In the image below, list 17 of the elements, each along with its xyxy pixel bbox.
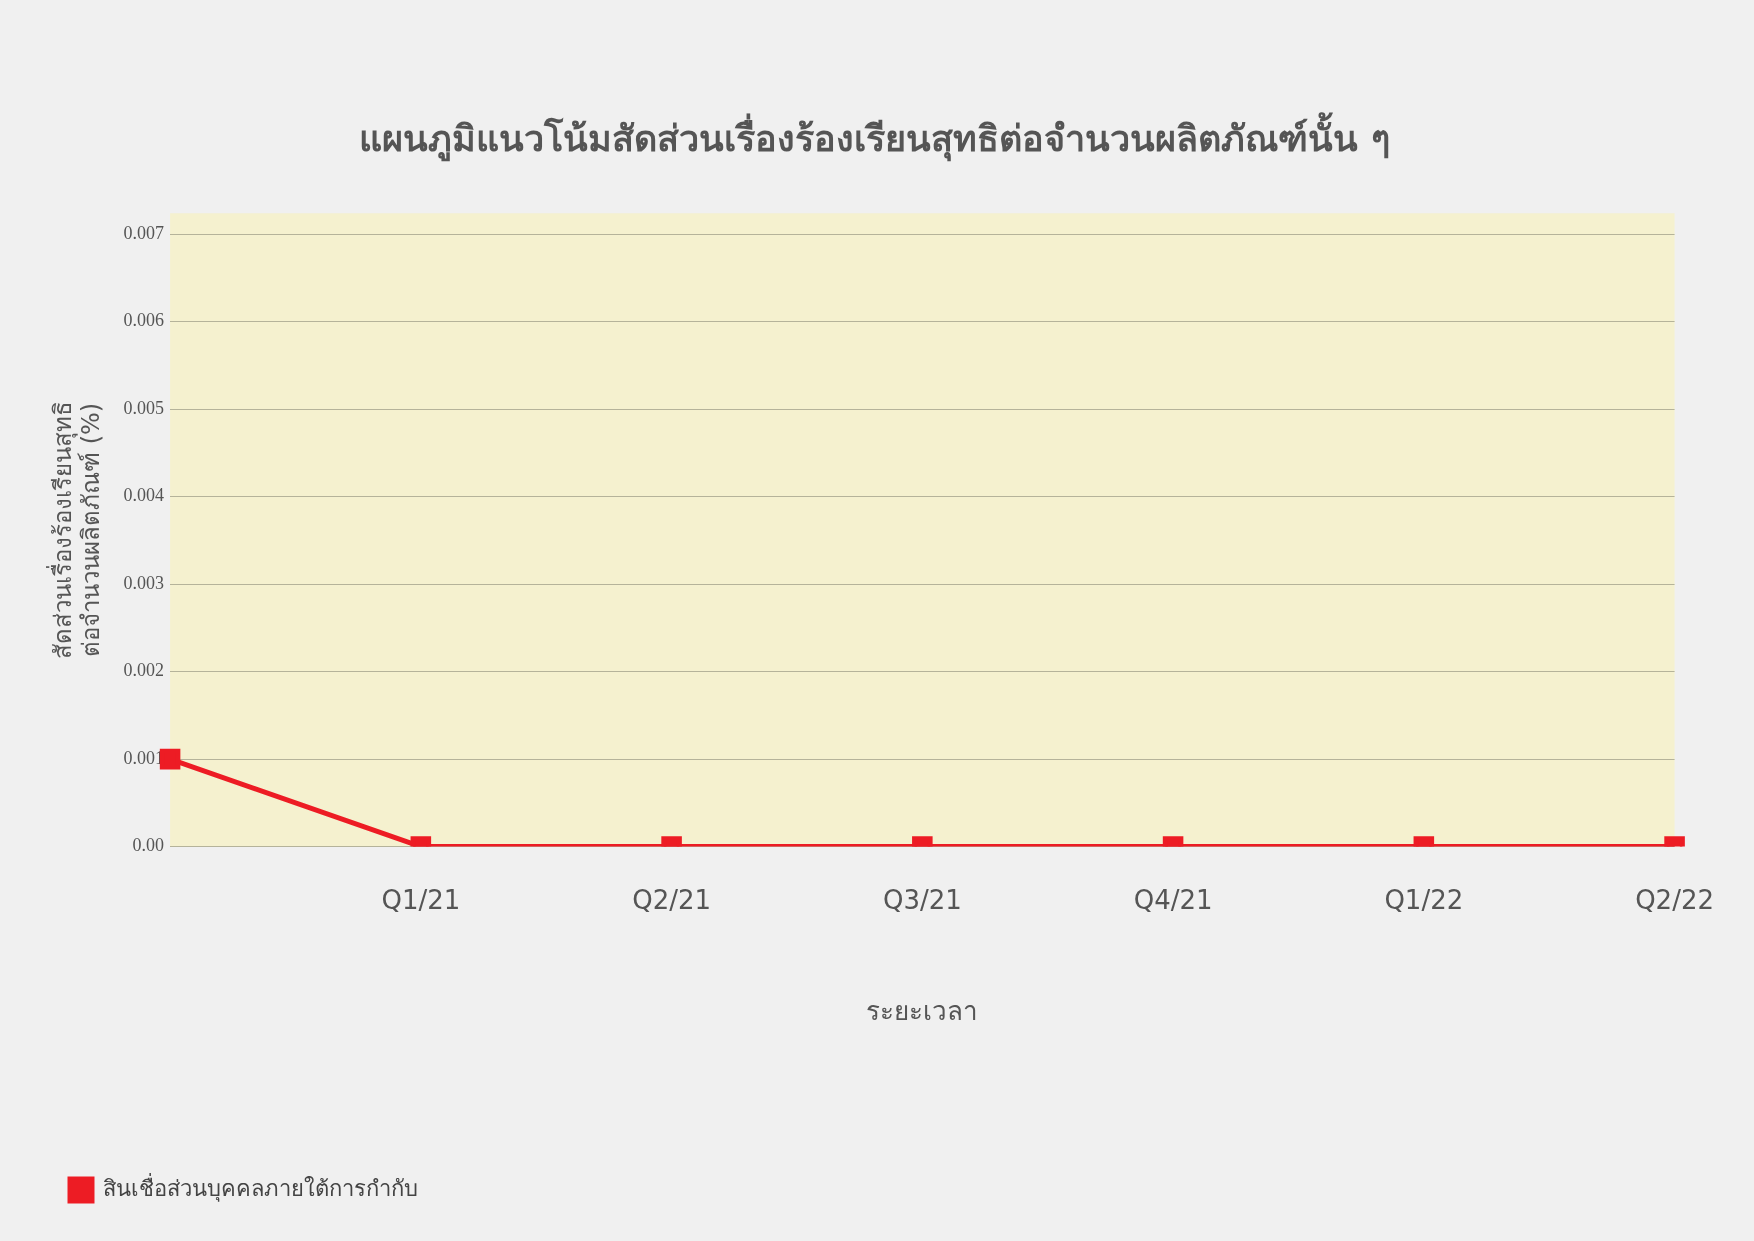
legend-label: สินเชื่อส่วนบุคคลภายใต้การกำกับ (103, 1172, 418, 1202)
x-tick-label: Q3/21 (882, 884, 962, 915)
chart-title: แผนภูมิแนวโน้มสัดส่วนเรื่องร้องเรียนสุทธิต่อจำนวนผลิตภัณฑ์นั้น ๆ (359, 111, 1390, 162)
y-tick-label: 0.005 (123, 397, 165, 418)
y-tick-label: 0.003 (123, 572, 165, 593)
x-tick-label: Q2/22 (1635, 884, 1714, 915)
y-tick-label: 0.006 (123, 310, 165, 331)
x-tick-label: Q1/22 (1384, 884, 1464, 915)
y-tick-label: 0.002 (123, 660, 165, 681)
y-tick-label: 0.00 (132, 835, 165, 856)
x-tick-label: Q1/21 (381, 884, 461, 915)
x-axis-title: ระยะเวลา (866, 996, 979, 1027)
y-axis-title: สัดส่วนเรื่องร้องเรียนสุทธิ ต่อจำนวนผลิตภัณฑ์ (%) (45, 400, 106, 659)
y-tick-label: 0.007 (123, 222, 165, 243)
y-tick-label: 0.004 (123, 485, 165, 506)
x-tick-label: Q2/21 (632, 884, 712, 915)
x-tick-label: Q4/21 (1133, 884, 1213, 915)
